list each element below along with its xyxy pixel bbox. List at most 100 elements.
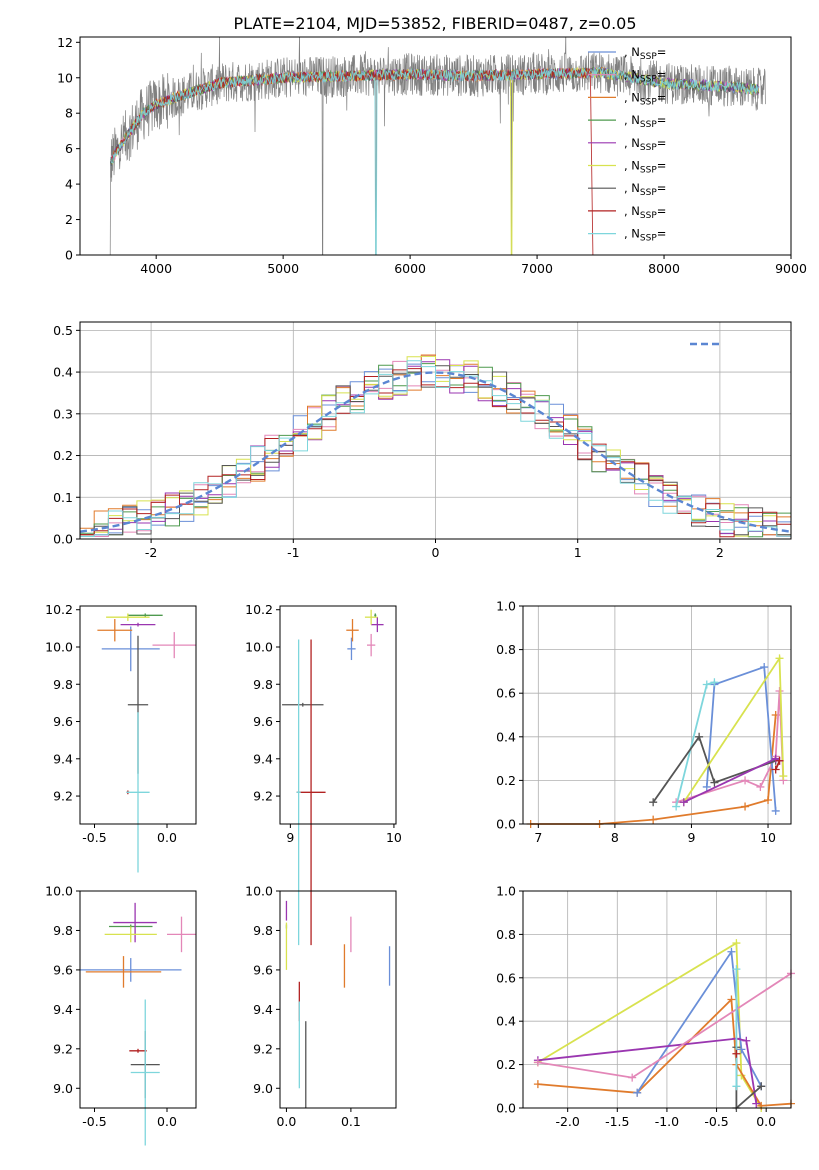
x-tick-label: -0.5 — [82, 830, 106, 845]
weight-marker — [732, 1049, 741, 1058]
y-tick-label: 9.6 — [53, 962, 73, 977]
legend-entry: , NSSP= — [624, 68, 666, 85]
legend-sub: SSP — [640, 97, 657, 107]
y-tick-label: 9.8 — [53, 677, 73, 692]
y-tick-label: 10.0 — [245, 884, 273, 899]
weight-marker — [727, 995, 736, 1004]
legend-sep: , N — [624, 45, 640, 59]
axes: 4000 5000 6000 7000 8000 9000 0 2 4 6 8 10 12 — [57, 35, 807, 276]
chart-title: PLATE=2104, MJD=53852, FIBERID=0487, z=0… — [233, 14, 636, 33]
weight-marker — [702, 680, 711, 689]
weight-marker — [695, 732, 704, 741]
weight-line-0 — [636, 949, 762, 1094]
x-tick-label: 1 — [574, 545, 582, 560]
weight-marker — [771, 765, 780, 774]
axes-frame — [279, 605, 397, 825]
x-tick-label: 8000 — [648, 261, 680, 276]
x-tick-label: 0.1 — [341, 1114, 361, 1129]
legend-eq: = — [657, 204, 667, 218]
weight-line-6 — [652, 734, 777, 803]
legend-eq: = — [657, 181, 667, 195]
x-tick-label: 10 — [760, 830, 776, 845]
plot-area — [80, 902, 196, 1146]
weight-marker — [775, 654, 784, 663]
y-tick-label: 10.0 — [245, 639, 273, 654]
y-tick-label: 10.2 — [245, 602, 273, 617]
axes-frame — [79, 890, 197, 1109]
y-tick-label: 9.0 — [53, 1081, 73, 1096]
weight-marker — [628, 1073, 637, 1082]
weight-marker — [764, 796, 773, 805]
y-tick-label: 0.4 — [496, 729, 516, 744]
error-point-4 — [371, 617, 384, 633]
legend-sub: SSP — [640, 75, 657, 85]
y-tick-label: 0.8 — [496, 642, 516, 657]
legend-eq: = — [657, 136, 667, 150]
error-point-5 — [364, 609, 378, 625]
weight-marker — [756, 782, 765, 791]
axes-frame — [79, 36, 792, 256]
y-tick-label: 9.4 — [253, 1002, 273, 1017]
weight-line-2 — [537, 997, 792, 1107]
normal-curve — [79, 371, 792, 533]
legend-eq: = — [657, 113, 667, 127]
error-point-4 — [120, 622, 156, 627]
legend-sep: , N — [624, 159, 640, 173]
panel-spectrum: , NSSP=, NSSP=, NSSP=, NSSP=, NSSP=, NSS… — [57, 35, 807, 276]
x-tick-label: 8 — [611, 830, 619, 845]
weight-marker — [741, 776, 750, 785]
legend-entry: , NSSP= — [624, 204, 666, 221]
weight-marker — [732, 939, 741, 948]
x-tick-label: -2 — [145, 545, 157, 560]
legend-entry: , NSSP= — [624, 136, 666, 153]
error-point-5 — [104, 926, 157, 943]
y-tick-label: 0.2 — [496, 1057, 516, 1072]
error-point-0 — [80, 958, 182, 982]
legend-sub: SSP — [640, 234, 657, 244]
y-tick-label: 0.8 — [496, 927, 516, 942]
panel-age-vs-mass: 9 10 9.2 9.4 9.6 9.8 10.0 10.2 — [245, 602, 402, 946]
axes: -2 -1 0 1 2 0.0 0.1 0.2 0.3 0.4 0.5 — [53, 321, 792, 560]
x-tick-label: 2 — [716, 545, 724, 560]
legend-sub: SSP — [640, 143, 657, 153]
y-tick-label: 9.8 — [253, 923, 273, 938]
x-tick-label: 9 — [687, 830, 695, 845]
weight-line-2 — [530, 714, 777, 825]
panel-mass-vs-z: -0.5 0.0 9.0 9.2 9.4 9.6 9.8 10.0 — [45, 884, 197, 1146]
x-tick-label: 0 — [432, 545, 440, 560]
model-spectrum-7 — [110, 67, 594, 255]
y-tick-label: 8 — [65, 106, 73, 121]
x-tick-label: -1 — [287, 545, 299, 560]
error-point-8 — [296, 639, 301, 946]
x-tick-label: 9 — [286, 830, 294, 845]
weight-marker — [727, 947, 736, 956]
legend-entry: , NSSP= — [624, 227, 666, 244]
weight-marker — [710, 678, 719, 687]
plot-area — [97, 613, 196, 873]
weight-marker — [702, 782, 711, 791]
y-tick-label: 10.0 — [45, 884, 73, 899]
legend-sep: , N — [624, 204, 640, 218]
y-tick-label: 0.0 — [496, 1101, 516, 1116]
weight-marker — [775, 756, 784, 765]
legend-sub: SSP — [640, 166, 657, 176]
x-tick-label: -1.0 — [655, 1114, 679, 1129]
weight-marker — [752, 1099, 761, 1108]
x-tick-label: 10 — [386, 830, 402, 845]
x-tick-label: 9000 — [775, 261, 807, 276]
weight-marker — [760, 663, 769, 672]
y-tick-label: 6 — [65, 141, 73, 156]
y-tick-label: 1.0 — [496, 884, 516, 899]
y-tick-label: 0.3 — [53, 406, 73, 421]
error-point-2 — [85, 956, 162, 988]
y-tick-label: 12 — [57, 35, 73, 50]
weight-marker — [779, 772, 788, 781]
weight-line-0 — [705, 665, 777, 811]
axes: -0.5 0.0 9.0 9.2 9.4 9.6 9.8 10.0 — [45, 884, 197, 1129]
legend-eq: = — [657, 68, 667, 82]
weight-marker — [672, 802, 681, 811]
y-tick-label: 9.2 — [253, 1041, 273, 1056]
legend-eq: = — [657, 45, 667, 59]
error-point-1 — [167, 916, 196, 953]
weight-marker — [649, 798, 658, 807]
